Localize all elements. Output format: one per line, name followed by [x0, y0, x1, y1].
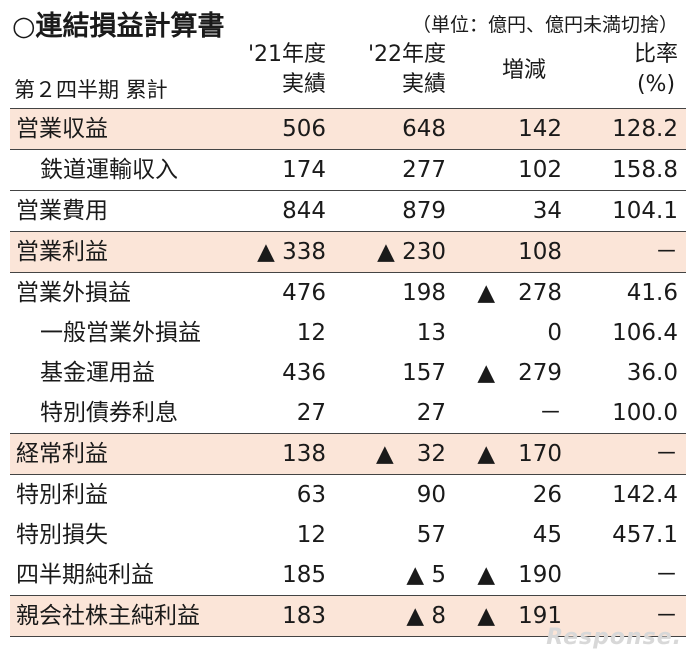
- header-fy21-year: '21年度: [247, 42, 326, 67]
- value-fy21: 436: [282, 360, 326, 386]
- value-fy21: 27: [296, 400, 326, 426]
- value-fy21: 12: [296, 320, 326, 346]
- value-fy21: 844: [282, 198, 326, 224]
- value-ratio: 457.1: [612, 522, 678, 548]
- value-ratio: －: [655, 441, 678, 467]
- table-row: 鉄道運輸収入 174 277 102 158.8: [10, 150, 686, 190]
- value-ratio: 36.0: [626, 360, 678, 386]
- value-ratio: 41.6: [626, 280, 678, 306]
- header-fy22-year: '22年度: [367, 42, 446, 67]
- row-label: 親会社株主純利益: [16, 603, 200, 629]
- table-row: 特別損失 12 57 45 457.1: [10, 515, 686, 555]
- value-ratio: 128.2: [612, 116, 678, 142]
- value-ratio: 104.1: [612, 198, 678, 224]
- value-change: 34: [532, 198, 562, 224]
- header-fy22: '22年度 実績: [368, 40, 446, 100]
- row-label: 特別債券利息: [40, 400, 178, 426]
- row-label: 基金運用益: [40, 360, 155, 386]
- value-change: 26: [532, 482, 562, 508]
- value-fy22: ▲ 5: [406, 562, 446, 588]
- value-fy22: 648: [402, 116, 446, 142]
- value-ratio: －: [655, 562, 678, 588]
- header-period: 第２四半期 累計: [14, 78, 168, 102]
- value-change: 108: [518, 239, 562, 265]
- value-fy22: 157: [402, 360, 446, 386]
- row-label: 営業外損益: [16, 280, 131, 306]
- value-fy21: 476: [282, 280, 326, 306]
- row-label: 鉄道運輸収入: [40, 157, 178, 183]
- value-fy22: 879: [402, 198, 446, 224]
- value-fy21: 63: [296, 482, 326, 508]
- table-row: 一般営業外損益 12 13 0 106.4: [10, 313, 686, 353]
- row-label: 特別損失: [16, 522, 108, 548]
- page-title: ○連結損益計算書: [12, 11, 225, 42]
- value-change: ▲ 170: [477, 441, 562, 467]
- header-ratio: 比率 (%): [634, 40, 678, 100]
- value-change: ▲ 278: [477, 280, 562, 306]
- value-fy21: ▲ 338: [257, 239, 326, 265]
- value-fy21: 174: [282, 157, 326, 183]
- table-row: 経常利益 138 ▲ 32 ▲ 170 －: [10, 433, 686, 475]
- row-label: 営業利益: [16, 239, 108, 265]
- value-ratio: 158.8: [612, 157, 678, 183]
- table-row: 四半期純利益 185 ▲ 5 ▲ 190 －: [10, 555, 686, 595]
- income-statement-table: 営業収益 506 648 142 128.2 鉄道運輸収入 174 277 10…: [10, 108, 686, 637]
- header-ratio-unit: (%): [636, 72, 676, 97]
- table-row: 営業利益 ▲ 338 ▲ 230 108 －: [10, 231, 686, 273]
- header-fy21-sub: 実績: [281, 72, 326, 97]
- row-label: 特別利益: [16, 482, 108, 508]
- row-label: 営業収益: [16, 116, 108, 142]
- value-ratio: 106.4: [612, 320, 678, 346]
- value-fy21: 506: [282, 116, 326, 142]
- row-label: 営業費用: [16, 198, 108, 224]
- table-row: 親会社株主純利益 183 ▲ 8 ▲ 191 －: [10, 595, 686, 637]
- response-watermark: Response.: [546, 625, 682, 650]
- value-change: ▲ 190: [477, 562, 562, 588]
- header-ratio-label: 比率: [633, 42, 678, 67]
- value-fy22: ▲ 8: [406, 603, 446, 629]
- value-fy22: 57: [416, 522, 446, 548]
- value-change: 102: [518, 157, 562, 183]
- header-change: 増減: [502, 56, 546, 86]
- value-change: ▲ 191: [477, 603, 562, 629]
- value-fy22: 13: [416, 320, 446, 346]
- value-fy21: 12: [296, 522, 326, 548]
- value-fy22: 198: [402, 280, 446, 306]
- row-label: 一般営業外損益: [40, 320, 201, 346]
- value-ratio: －: [655, 239, 678, 265]
- header-fy21: '21年度 実績: [248, 40, 326, 100]
- value-fy22: 277: [402, 157, 446, 183]
- value-ratio: 142.4: [612, 482, 678, 508]
- value-ratio: －: [655, 603, 678, 629]
- unit-note: （単位：億円、億円未満切捨）: [411, 14, 678, 36]
- table-row: 営業外損益 476 198 ▲ 278 41.6: [10, 273, 686, 313]
- value-change: ▲ 279: [477, 360, 562, 386]
- row-label: 経常利益: [16, 441, 108, 467]
- value-fy21: 138: [282, 441, 326, 467]
- value-change: 0: [547, 320, 562, 346]
- table-row: 特別利益 63 90 26 142.4: [10, 475, 686, 515]
- value-fy22: ▲ 32: [376, 441, 446, 467]
- value-change: 142: [518, 116, 562, 142]
- header-change-label: 増減: [501, 58, 546, 83]
- table-row: 営業費用 844 879 34 104.1: [10, 190, 686, 231]
- value-fy21: 183: [282, 603, 326, 629]
- value-change: －: [539, 400, 562, 426]
- row-label: 四半期純利益: [16, 562, 154, 588]
- value-ratio: 100.0: [612, 400, 678, 426]
- value-change: 45: [532, 522, 562, 548]
- value-fy22: 90: [416, 482, 446, 508]
- table-row: 営業収益 506 648 142 128.2: [10, 108, 686, 150]
- table-row: 特別債券利息 27 27 － 100.0: [10, 393, 686, 433]
- value-fy21: 185: [282, 562, 326, 588]
- value-fy22: 27: [416, 400, 446, 426]
- table-row: 基金運用益 436 157 ▲ 279 36.0: [10, 353, 686, 393]
- value-fy22: ▲ 230: [377, 239, 446, 265]
- header-fy22-sub: 実績: [401, 72, 446, 97]
